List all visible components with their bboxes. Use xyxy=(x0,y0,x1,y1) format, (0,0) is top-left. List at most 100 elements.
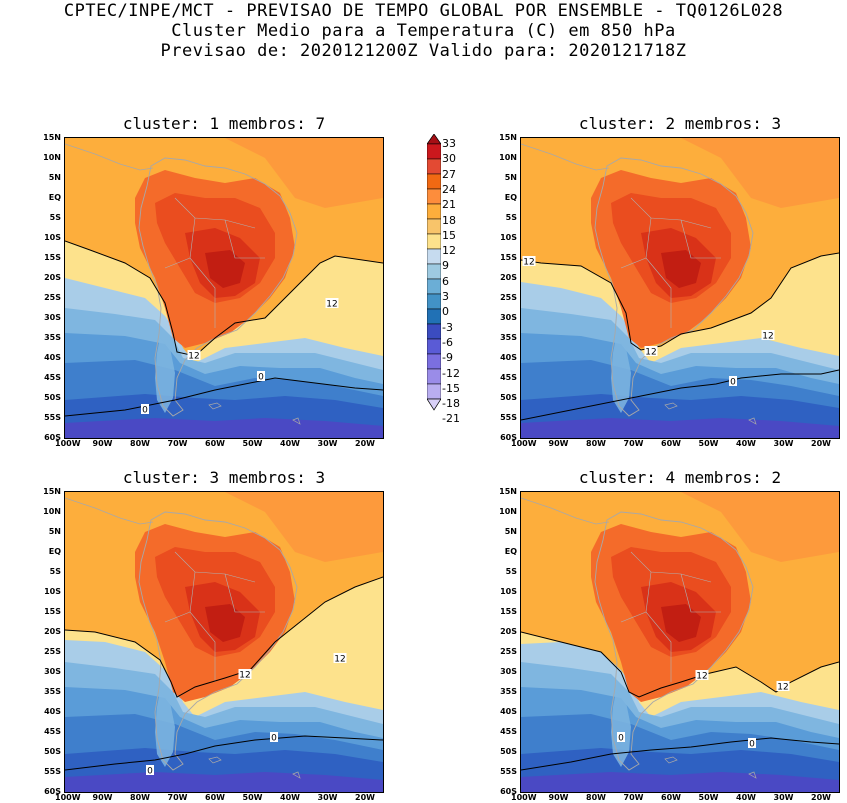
colorbar-band xyxy=(427,233,441,250)
lat-tick-label: 5S xyxy=(49,213,61,222)
lat-tick-label: 20S xyxy=(500,627,517,636)
colorbar-band xyxy=(427,203,441,220)
lat-tick-label: 20S xyxy=(44,273,61,282)
colorbar-tick-label: 15 xyxy=(442,228,456,242)
lat-tick-label: 25S xyxy=(44,293,61,302)
lat-tick-label: 55S xyxy=(44,413,61,422)
contour-label: 0 xyxy=(730,378,736,388)
temperature-field: 12 12 12 0 xyxy=(521,138,839,438)
lat-tick-label: 45S xyxy=(500,727,517,736)
lon-tick-label: 70W xyxy=(167,793,188,802)
lon-tick-label: 50W xyxy=(242,439,263,448)
lat-tick-label: 10N xyxy=(499,507,517,516)
contour-label: 12 xyxy=(326,300,337,310)
lat-tick-label: 10N xyxy=(43,507,61,516)
lon-tick-label: 50W xyxy=(698,439,719,448)
lat-tick-label: 40S xyxy=(500,707,517,716)
lat-tick-label: 60S xyxy=(44,787,61,796)
panel-title-cluster-2: cluster: 2 membros: 3 xyxy=(578,114,782,133)
lon-tick-label: 60W xyxy=(661,439,681,448)
lat-tick-label: 30S xyxy=(44,313,61,322)
colorbar-band xyxy=(427,218,441,235)
colorbar-tick-label: 9 xyxy=(442,259,449,273)
lat-tick-label: 30S xyxy=(500,667,517,676)
lat-tick-label: 50S xyxy=(44,747,61,756)
colorbar-tick-label: -3 xyxy=(442,320,453,334)
lat-tick-label: EQ xyxy=(48,193,61,202)
lon-tick-label: 30W xyxy=(773,439,794,448)
lon-tick-label: 90W xyxy=(92,793,113,802)
contour-label: 0 xyxy=(749,740,755,750)
lon-tick-label: 60W xyxy=(205,793,225,802)
contour-label: 12 xyxy=(523,258,534,268)
panel-title-cluster-4: cluster: 4 membros: 2 xyxy=(578,468,782,487)
colorbar-tick-label: 33 xyxy=(442,137,456,150)
lat-tick-label: 15S xyxy=(44,253,61,262)
colorbar-tick-label: 27 xyxy=(442,167,456,181)
lat-tick-label: 50S xyxy=(44,393,61,402)
lat-tick-label: 10N xyxy=(499,153,517,162)
lat-tick-label: 40S xyxy=(500,353,517,362)
colorbar-band xyxy=(427,368,441,385)
map-panel-cluster-4: 12 12 0 0 xyxy=(520,491,840,793)
contour-label: 12 xyxy=(777,683,788,693)
lat-tick-label: 30S xyxy=(500,313,517,322)
lon-tick-label: 20W xyxy=(811,793,831,802)
lat-tick-label: 35S xyxy=(500,687,517,696)
lat-tick-label: 35S xyxy=(44,333,61,342)
lon-tick-label: 30W xyxy=(773,793,794,802)
lon-tick-label: 70W xyxy=(167,439,188,448)
colorbar-tick-label: 24 xyxy=(442,182,456,196)
lon-tick-label: 60W xyxy=(661,793,681,802)
lon-tick-label: 30W xyxy=(317,793,338,802)
lon-tick-label: 80W xyxy=(130,439,150,448)
lat-tick-label: 10S xyxy=(500,233,517,242)
colorbar-band xyxy=(427,158,441,175)
title-line-2: Cluster Medio para a Temperatura (C) em … xyxy=(171,21,676,41)
colorbar-tick-label: -6 xyxy=(442,335,453,349)
lon-tick-label: 100W xyxy=(55,439,81,448)
lon-tick-label: 80W xyxy=(586,793,606,802)
contour-label: 0 xyxy=(258,373,264,383)
colorbar-band xyxy=(427,278,441,295)
contour-label: 12 xyxy=(239,671,250,681)
colorbar xyxy=(427,134,441,411)
lat-tick-label: 45S xyxy=(44,727,61,736)
lat-tick-label: 35S xyxy=(500,333,517,342)
map-panel-cluster-1: 12 12 0 0 xyxy=(64,137,384,439)
lat-tick-label: 40S xyxy=(44,353,61,362)
title-line-1: CPTEC/INPE/MCT - PREVISAO DE TEMPO GLOBA… xyxy=(63,1,784,21)
lat-tick-label: 5S xyxy=(505,567,517,576)
colorbar-band xyxy=(427,308,441,325)
lat-tick-label: 25S xyxy=(500,647,517,656)
colorbar-band xyxy=(427,338,441,355)
contour-0-line xyxy=(521,369,839,421)
colorbar-band xyxy=(427,383,441,400)
lat-tick-label: 5N xyxy=(504,173,517,182)
lat-tick-label: 45S xyxy=(44,373,61,382)
colorbar-tick-label: 0 xyxy=(442,305,449,319)
colorbar-tick-label: -21 xyxy=(442,412,460,426)
contour-label: 12 xyxy=(188,352,199,362)
lat-tick-label: 5S xyxy=(49,567,61,576)
lat-tick-label: 50S xyxy=(500,747,517,756)
lat-tick-label: 25S xyxy=(500,293,517,302)
contour-12-line xyxy=(65,576,383,698)
lat-tick-label: 55S xyxy=(44,767,61,776)
contour-label: 12 xyxy=(696,672,707,682)
lon-tick-label: 100W xyxy=(55,793,81,802)
lat-tick-label: 30S xyxy=(44,667,61,676)
colorbar-bottom-arrow xyxy=(427,398,441,411)
contour-0-line xyxy=(521,737,839,771)
lat-tick-label: EQ xyxy=(504,547,517,556)
lat-tick-label: 10S xyxy=(500,587,517,596)
lat-tick-label: 60S xyxy=(500,433,517,442)
map-panel-cluster-3: 12 12 0 0 xyxy=(64,491,384,793)
colorbar-band xyxy=(427,248,441,265)
temperature-field: 12 12 0 0 xyxy=(65,492,383,792)
contour-label: 0 xyxy=(147,767,153,777)
lat-tick-label: 20S xyxy=(500,273,517,282)
lon-tick-label: 40W xyxy=(736,793,756,802)
lon-tick-label: 20W xyxy=(355,793,375,802)
lon-tick-label: 70W xyxy=(623,439,644,448)
